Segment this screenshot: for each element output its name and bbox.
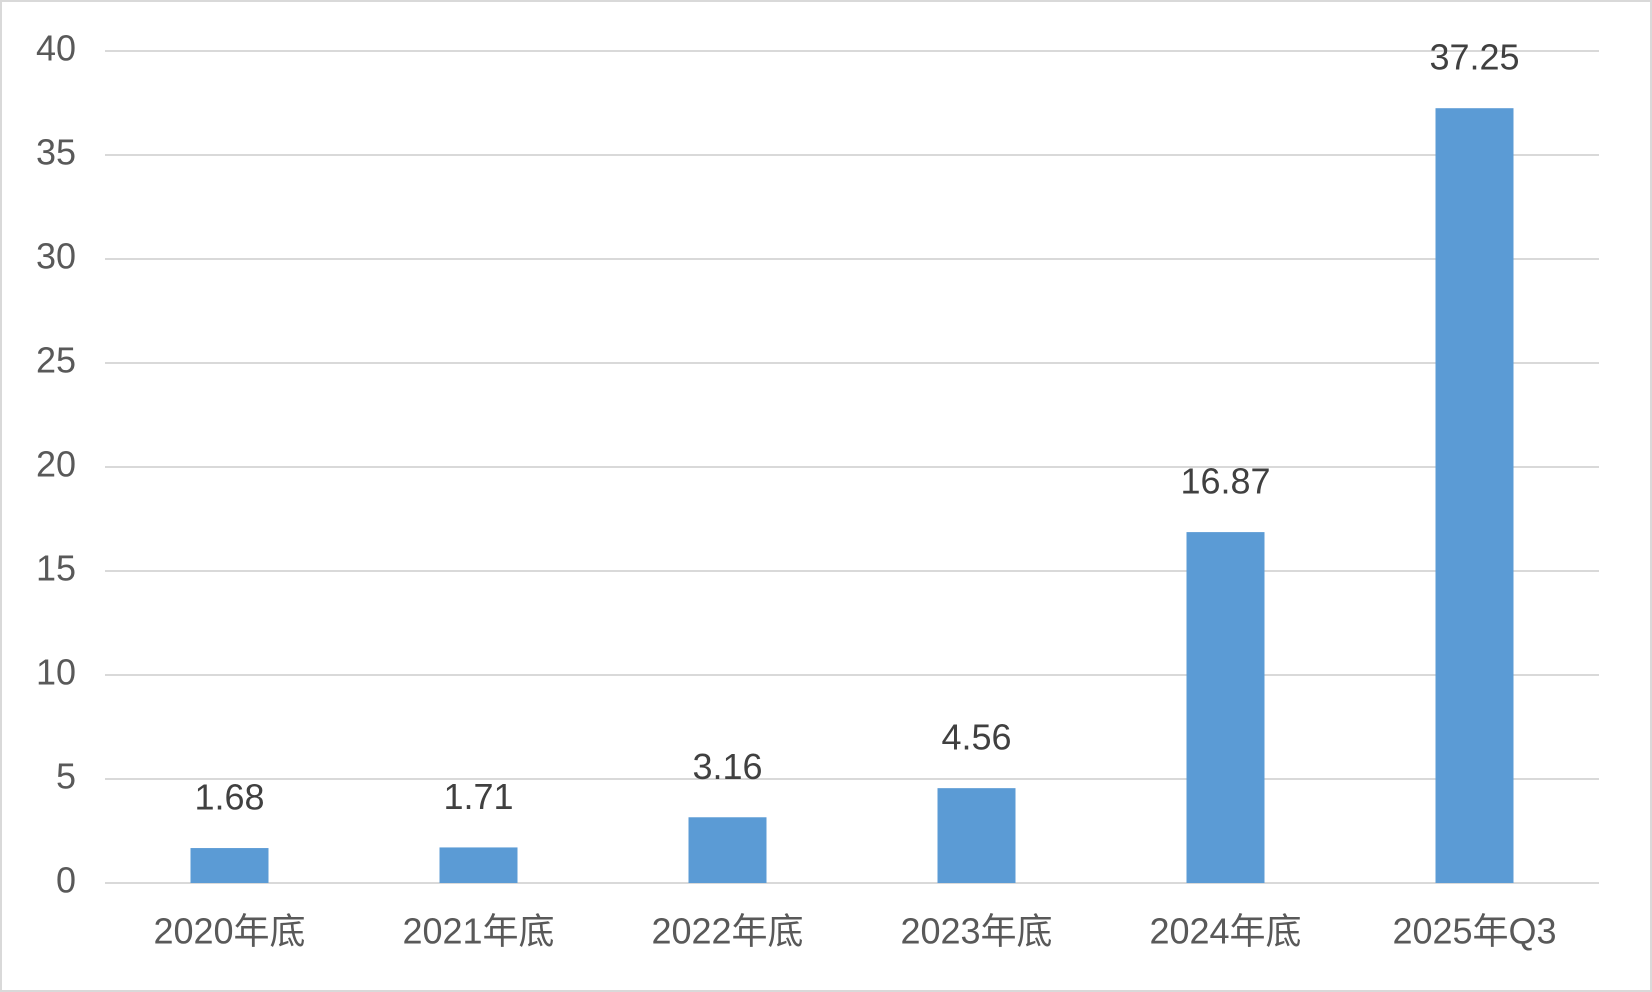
bar (688, 817, 767, 883)
data-label: 4.56 (941, 717, 1011, 758)
bar (1186, 532, 1265, 883)
y-tick-label: 20 (36, 444, 76, 485)
y-tick-label: 25 (36, 340, 76, 381)
y-tick-label: 5 (56, 756, 76, 797)
y-tick-label: 10 (36, 652, 76, 693)
data-label: 37.25 (1429, 37, 1519, 78)
bar (1435, 108, 1514, 883)
data-label: 16.87 (1180, 461, 1270, 502)
x-tick-label: 2024年底 (1149, 911, 1301, 952)
y-tick-label: 0 (56, 860, 76, 901)
data-label: 1.71 (443, 776, 513, 817)
y-tick-label: 40 (36, 28, 76, 69)
y-tick-label: 30 (36, 236, 76, 277)
bar (190, 848, 269, 883)
x-tick-label: 2023年底 (900, 911, 1052, 952)
x-tick-label: 2020年底 (153, 911, 305, 952)
y-tick-label: 35 (36, 132, 76, 173)
x-tick-label: 2021年底 (402, 911, 554, 952)
bar (937, 788, 1016, 883)
x-tick-label: 2025年Q3 (1392, 911, 1556, 952)
data-label: 3.16 (692, 746, 762, 787)
bar (439, 847, 518, 883)
data-label: 1.68 (194, 777, 264, 818)
y-tick-label: 15 (36, 548, 76, 589)
x-tick-label: 2022年底 (651, 911, 803, 952)
